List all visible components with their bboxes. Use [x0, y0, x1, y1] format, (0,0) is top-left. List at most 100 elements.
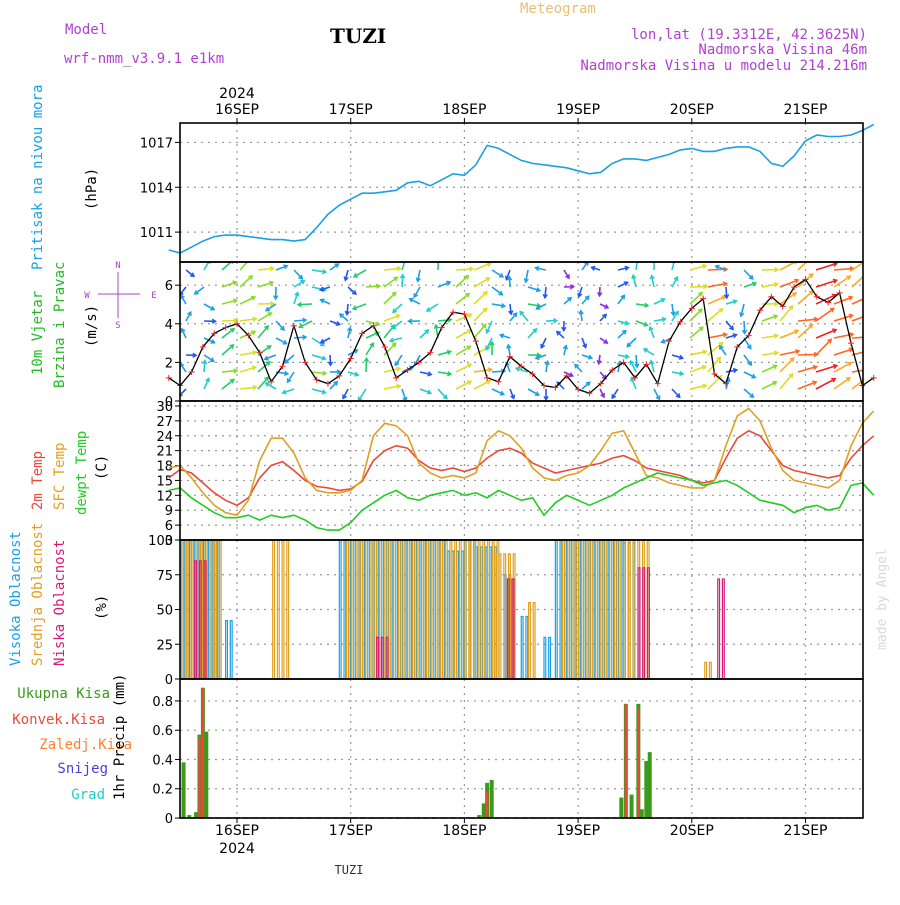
precip-total-bar — [204, 732, 208, 818]
cloud-high-bar — [480, 547, 482, 679]
y-tick-label: 24 — [156, 430, 173, 445]
wind-gust-marker — [223, 325, 229, 331]
cloud-high-bar — [485, 547, 487, 679]
wind-arrows — [179, 256, 872, 400]
y-tick-label: 50 — [156, 604, 173, 619]
panel-frame — [180, 262, 863, 401]
wind-arrow — [672, 259, 675, 270]
wind-arrow — [258, 313, 271, 321]
wind-arrow — [276, 321, 284, 330]
y-tick-label: 6 — [165, 279, 173, 294]
wind-gust-marker — [291, 323, 297, 329]
wind-arrow — [708, 309, 723, 321]
model-label: Model — [65, 22, 107, 38]
wind-arrow-head — [867, 313, 871, 317]
wind-arrow — [456, 330, 471, 338]
cloud-ylabel-1: Visoka Oblacnost — [8, 531, 24, 666]
wind-arrow — [834, 349, 853, 355]
cloud-unit: (%) — [94, 595, 110, 620]
cloud-low-bar — [722, 579, 724, 679]
wind-arrow-head — [867, 349, 871, 353]
precip-total-bar — [630, 795, 634, 818]
wind-arrow — [456, 314, 471, 321]
cloud-mid-bar — [705, 662, 707, 679]
wind-arrow — [456, 346, 470, 355]
wind-arrow — [816, 379, 835, 389]
cloud-low-bar — [377, 637, 379, 679]
year-top: 2024 — [219, 86, 255, 102]
date-label-bottom: 17SEP — [329, 823, 373, 839]
y-tick-label: 0.6 — [152, 724, 173, 739]
wind-arrow — [474, 263, 491, 270]
cloud-mid-bar — [581, 540, 583, 679]
cloud-high-bar — [476, 547, 478, 679]
wind-arrow-head — [864, 377, 868, 381]
wind-arrow — [240, 297, 255, 304]
cloud-high-bar — [521, 616, 523, 679]
cloud-high-bar — [549, 637, 551, 679]
precip-total-bar — [194, 812, 198, 818]
wind-arrow — [393, 304, 402, 312]
altitude-label: Nadmorska Visina 46m — [698, 42, 867, 58]
model-name: wrf-nmm_v3.9.1 e1km — [64, 51, 224, 67]
cloud-mid-bar — [591, 540, 593, 679]
wind-arrow — [780, 306, 792, 321]
precip-total-bar — [182, 762, 186, 818]
y-tick-label: 25 — [156, 638, 173, 653]
y-tick-label: 100 — [148, 534, 173, 549]
wind-arrow-head — [864, 259, 868, 263]
wind-arrow — [366, 358, 367, 372]
temp-sfc-line — [169, 408, 874, 515]
date-label-bottom: 18SEP — [442, 823, 486, 839]
wind-arrow-head — [868, 335, 872, 339]
wind-arrow — [798, 291, 813, 304]
wind-arrow — [420, 330, 428, 338]
cloud-mid-bar — [351, 540, 353, 679]
wind-arrow — [744, 389, 753, 397]
wind-arrow — [492, 287, 502, 295]
cloud-high-bar — [339, 540, 341, 679]
cloud-mid-bar — [610, 540, 612, 679]
cloud-mid-bar — [605, 540, 607, 679]
wind-arrow-head — [866, 295, 870, 299]
wind-arrow — [222, 320, 237, 321]
wind-arrow-head — [868, 368, 872, 372]
watermark: made by Angel — [875, 548, 890, 650]
wind-arrow — [816, 263, 837, 270]
cloud-mid-bar — [347, 540, 349, 679]
chart-content: 16SEP16SEP17SEP17SEP18SEP18SEP19SEP19SEP… — [140, 102, 877, 839]
wind-arrow — [222, 329, 234, 338]
wind-arrow — [636, 258, 638, 270]
precip-total-bar — [490, 780, 494, 818]
cloud-ylabel-3: Niska Oblacnost — [52, 540, 68, 666]
wind-gust-marker — [382, 344, 388, 350]
y-tick-label: 0 — [165, 673, 173, 688]
temp-ylabel-3: dewpt Temp — [74, 431, 90, 515]
wind-arrow — [816, 366, 837, 372]
legend-ukupna: Ukupna Kisa — [17, 686, 110, 702]
compass-n: N — [115, 261, 120, 271]
coords-label: lon,lat (19.3312E, 42.3625N) — [631, 27, 867, 43]
wind-arrow — [222, 379, 234, 389]
wind-arrow — [708, 296, 725, 304]
wind-arrow — [816, 280, 837, 287]
date-label-top: 20SEP — [670, 102, 714, 118]
cloud-mid-bar — [403, 540, 405, 679]
y-tick-label: 27 — [156, 415, 173, 430]
y-tick-label: 1014 — [140, 181, 173, 196]
cloud-mid-bar — [619, 540, 621, 679]
wind-arrow — [852, 369, 872, 372]
wind-gust-marker — [655, 381, 661, 387]
y-tick-label: 4 — [165, 318, 173, 333]
date-label-top: 17SEP — [329, 102, 373, 118]
wind-arrow — [474, 324, 486, 338]
model-altitude-label: Nadmorska Visina u modelu 214.216m — [580, 58, 867, 74]
footer-station: TUZI — [335, 863, 364, 877]
wind-arrow — [780, 358, 794, 372]
cloud-mid-bar — [529, 603, 531, 679]
temp-dewpt-line — [169, 473, 874, 530]
precip-total-bar — [619, 798, 623, 818]
cloud-high-bar — [344, 540, 346, 679]
precip-total-bar — [644, 761, 648, 818]
y-tick-label: 1011 — [140, 226, 173, 241]
